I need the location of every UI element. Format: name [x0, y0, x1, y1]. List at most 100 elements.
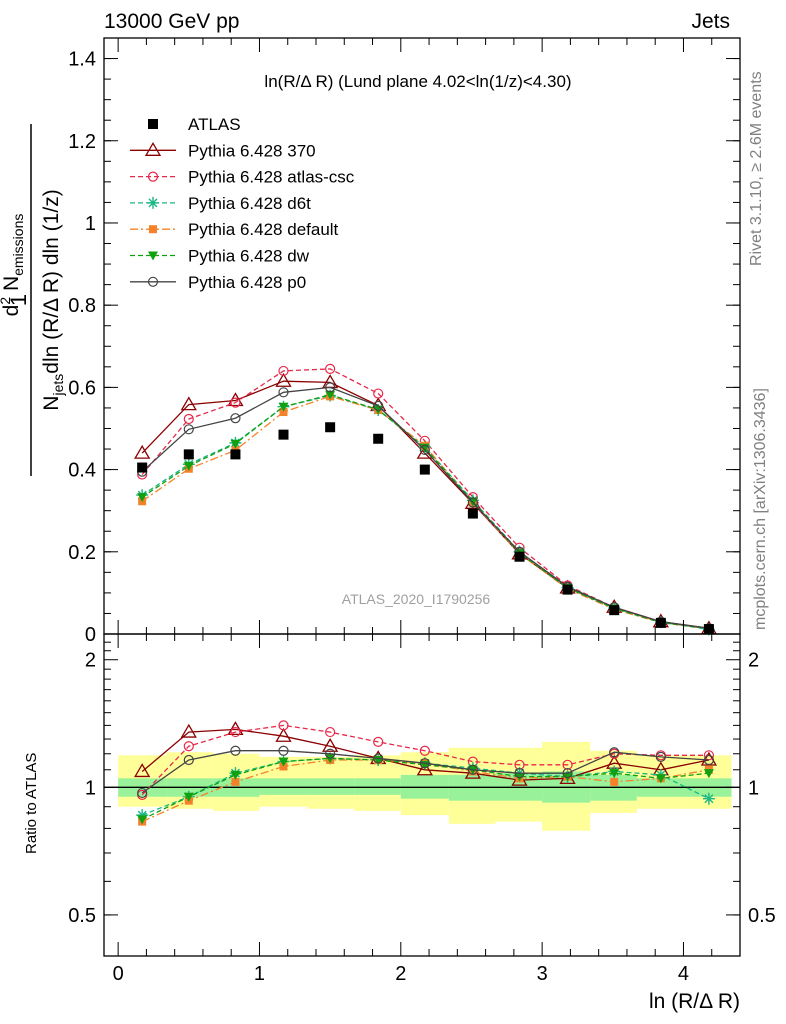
ratio-point [514, 768, 525, 779]
y-tick-label: 1.4 [68, 49, 96, 71]
ratio-point [610, 777, 619, 786]
ratio-point [325, 748, 336, 759]
legend-label: Pythia 6.428 370 [188, 141, 316, 160]
ylabel-njets-sub: jets [50, 374, 66, 397]
data-point [325, 382, 336, 393]
analysis-watermark: ATLAS_2020_I1790256 [342, 591, 491, 607]
uncertainty-band-inner [307, 778, 355, 795]
main-y-axis-label: 1 Njetsdln (R/Δ R) dln (1/z) [6, 124, 66, 476]
x-tick-label: 2 [395, 963, 406, 985]
ratio-point [325, 754, 336, 764]
x-tick-label: 1 [254, 963, 265, 985]
ratio-panel: 0.5 0.5 1 1 2 2 0 1 2 3 4 [68, 633, 776, 985]
atlas-data-point [562, 584, 573, 595]
ratio-point [325, 726, 336, 738]
ratio-point [467, 764, 478, 775]
ratio-y-tick-label: 1 [85, 777, 96, 799]
data-point [322, 374, 339, 389]
rivet-label: Rivet 3.1.10, ≥ 2.6M events [748, 71, 765, 266]
atlas-data-point [419, 464, 430, 475]
mcplots-label: mcplots.cern.ch [arXiv:1306.3436] [752, 388, 769, 630]
data-point [278, 387, 289, 398]
data-point [180, 396, 197, 411]
atlas-data-point [609, 605, 620, 616]
svg-text:d2 Nemissions: d2 Nemissions [0, 214, 26, 317]
ylabel-n-sub: emissions [10, 214, 26, 276]
y-tick-label: 0.2 [68, 542, 96, 564]
ylabel-njets: N [40, 396, 63, 411]
ratio-point [137, 815, 148, 825]
data-point [230, 397, 241, 408]
y-tick-label: 0.4 [68, 460, 96, 482]
atlas-data-point [278, 429, 289, 440]
data-point [419, 444, 430, 455]
ratio-line-5 [141, 750, 709, 794]
legend-label: Pythia 6.428 d6t [188, 194, 311, 213]
ratio-point [419, 745, 430, 756]
x-tick-label: 0 [113, 963, 124, 985]
legend-marker [148, 251, 158, 261]
data-point [183, 424, 194, 435]
ratio-point [183, 754, 194, 766]
svg-text:Njetsdln (R/Δ R) dln (1/z): Njetsdln (R/Δ R) dln (1/z) [40, 189, 66, 410]
ratio-y-tick-label: 2 [85, 650, 96, 672]
y-tick-label: 0.6 [68, 377, 96, 399]
data-point [279, 408, 288, 417]
ratio-point [134, 763, 151, 778]
main-panel: 0 0.2 0.4 0.6 0.8 1 1.2 1.4 [68, 37, 741, 646]
ratio-point [180, 723, 197, 738]
ratio-point [183, 741, 194, 752]
ratio-point [373, 753, 384, 764]
ratio-point [278, 757, 289, 767]
series-line-1 [141, 368, 709, 629]
ylabel-d2: d [0, 305, 23, 317]
ylabel-d2-sup: 2 [0, 297, 13, 305]
ratio-point [703, 754, 715, 766]
plot-title: ln(R/Δ R) (Lund plane 4.02<ln(1/z)<4.30) [264, 72, 571, 91]
legend-marker [149, 225, 157, 234]
atlas-data-point [703, 624, 714, 635]
ratio-point [183, 792, 194, 802]
uncertainty-band-inner [354, 778, 401, 795]
data-point [325, 363, 336, 374]
ratio-point [609, 769, 620, 779]
ratio-point [278, 745, 289, 756]
ratio-line-1 [141, 724, 709, 796]
atlas-data-point [325, 422, 336, 433]
ratio-point [231, 777, 240, 786]
legend-label: ATLAS [188, 115, 241, 134]
legend: ATLAS Pythia 6.428 370 Pythia 6.428 atlas-… [130, 115, 355, 292]
header-right: Jets [691, 10, 730, 33]
ratio-point [562, 759, 573, 770]
x-tick-label: 4 [678, 963, 689, 985]
x-tick-label: 3 [537, 963, 548, 985]
ratio-point [230, 726, 241, 738]
atlas-data-point [137, 462, 148, 473]
ratio-line-0 [141, 728, 710, 781]
y-tick-label: 0 [85, 624, 96, 646]
ratio-y-tick-label-right: 2 [748, 650, 759, 672]
ratio-point [230, 770, 241, 780]
header-left: 13000 GeV pp [104, 10, 239, 33]
atlas-data-point [467, 508, 478, 519]
legend-marker [148, 119, 158, 129]
ratio-frame [103, 633, 741, 957]
ratio-y-tick-label-right: 1 [748, 777, 759, 799]
atlas-data-point [230, 449, 241, 460]
legend-marker [147, 196, 159, 209]
ratio-point [655, 751, 666, 762]
legend-marker [147, 276, 159, 287]
legend-label: Pythia 6.428 p0 [188, 273, 306, 292]
data-point [467, 497, 478, 508]
data-point [373, 400, 384, 411]
y-tick-label: 0.8 [68, 295, 96, 317]
data-point [183, 461, 194, 471]
ratio-y-tick-label: 0.5 [68, 905, 96, 927]
legend-label: Pythia 6.428 default [188, 220, 339, 239]
data-point [278, 402, 289, 412]
ratio-point [416, 761, 433, 776]
ratio-point [278, 720, 289, 731]
ratio-point [562, 768, 573, 779]
atlas-data-point [373, 433, 384, 444]
